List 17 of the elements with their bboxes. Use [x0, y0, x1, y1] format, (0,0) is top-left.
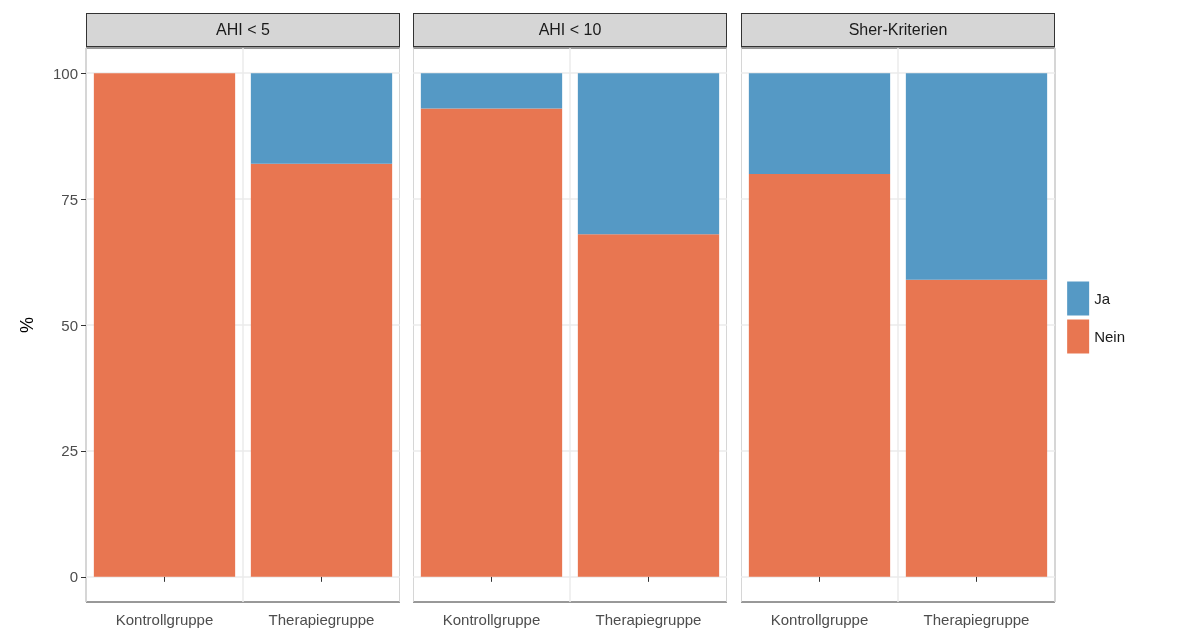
x-tick-label: Kontrollgruppe: [442, 611, 541, 628]
legend-label: Ja: [1094, 290, 1111, 307]
x-tick-label: Kontrollgruppe: [770, 611, 869, 628]
y-tick-label: 100: [52, 64, 78, 82]
y-tick-label: 25: [61, 442, 78, 460]
chart-title: AHI < 5: [86, 13, 400, 47]
x-tick-label: Kontrollgruppe: [115, 611, 214, 628]
y-tick-label: 0: [69, 568, 78, 586]
x-tick-label: Therapiegruppe: [923, 611, 1030, 628]
x-tick-label: Therapiegruppe: [595, 611, 702, 628]
y-tick-label: 50: [61, 316, 78, 334]
y-axis-title: %: [17, 316, 37, 334]
chart-title: AHI < 10: [413, 13, 727, 47]
y-tick-label: 75: [61, 190, 78, 208]
chart-title: Sher-Kriterien: [741, 13, 1055, 47]
x-tick-label: Therapiegruppe: [268, 611, 375, 628]
legend-label: Nein: [1094, 328, 1126, 345]
